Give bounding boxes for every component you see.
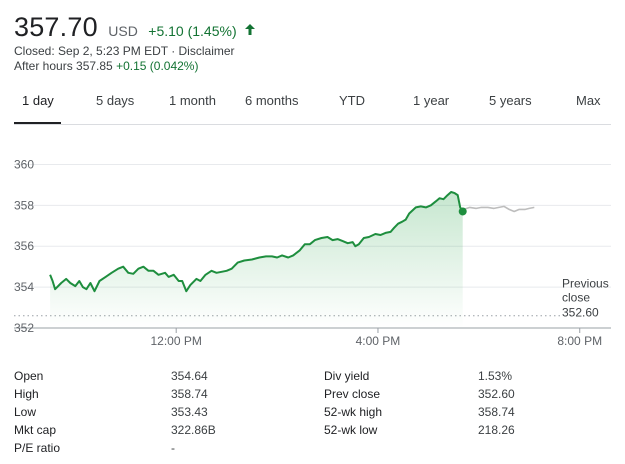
chart-labels: 352 354 356 358 360 12:00 PM 4:00 PM 8:00 PM Pre…	[14, 157, 609, 348]
quote-meta: Closed: Sep 2, 5:23 PM EDT · Disclaimer …	[14, 44, 235, 74]
price-chart[interactable]: 352 354 356 358 360 12:00 PM 4:00 PM 8:00 PM Pre…	[0, 140, 625, 355]
after-hours-line: After hours 357.85 +0.15 (0.042%)	[14, 59, 235, 74]
stat-value: 352.60	[478, 387, 515, 401]
tab-ytd[interactable]: YTD	[339, 93, 365, 108]
stat-label: 52-wk high	[324, 405, 383, 419]
x-tick-label: 8:00 PM	[557, 334, 602, 348]
stat-value: 322.86B	[171, 423, 216, 437]
x-tick-label: 12:00 PM	[151, 334, 202, 348]
y-tick-label: 358	[14, 198, 34, 212]
market-status: Closed: Sep 2, 5:23 PM EDT · Disclaimer	[14, 44, 235, 58]
previous-close-value: 352.60	[562, 306, 599, 320]
stat-label: P/E ratio	[14, 441, 61, 455]
stat-label: Open	[14, 369, 44, 383]
stock-price: 357.70	[14, 12, 98, 42]
stat-value: 218.26	[478, 423, 515, 437]
stat-label: Mkt cap	[14, 423, 57, 437]
tab-5-years[interactable]: 5 years	[489, 93, 532, 108]
price-change: +5.10 (1.45%)	[148, 23, 237, 39]
currency-label: USD	[108, 23, 138, 39]
stat-value: -	[171, 441, 175, 455]
stat-value: 358.74	[478, 405, 515, 419]
arrow-up-icon	[245, 22, 256, 40]
previous-close-label: close	[562, 291, 590, 305]
x-tick-label: 4:00 PM	[356, 334, 401, 348]
stat-label: Low	[14, 405, 37, 419]
series-area-fill	[50, 192, 463, 328]
active-tab-indicator	[14, 122, 61, 124]
stat-value: 354.64	[171, 369, 208, 383]
stat-value: 353.43	[171, 405, 208, 419]
tab-1-month[interactable]: 1 month	[169, 93, 216, 108]
after-hours-line	[463, 205, 535, 213]
after-hours-change: +0.15 (0.042%)	[116, 59, 199, 73]
stat-value: 1.53%	[478, 369, 513, 383]
chart-series	[49, 191, 535, 328]
stat-label: 52-wk low	[324, 423, 378, 437]
tabs-divider	[14, 124, 611, 125]
previous-close-label: Previous	[562, 277, 609, 291]
tab-6-months[interactable]: 6 months	[245, 93, 299, 108]
stat-value: 358.74	[171, 387, 208, 401]
y-tick-label: 352	[14, 321, 34, 335]
stat-label: Div yield	[324, 369, 370, 383]
regular-session-line	[49, 191, 464, 293]
y-tick-label: 360	[14, 157, 34, 171]
tab-1-year[interactable]: 1 year	[413, 93, 450, 108]
quote-header: 357.70 USD +5.10 (1.45%)	[14, 12, 256, 43]
tab-5-days[interactable]: 5 days	[96, 93, 135, 108]
stat-label: Prev close	[324, 387, 381, 401]
y-tick-label: 354	[14, 280, 34, 294]
y-tick-label: 356	[14, 239, 34, 253]
stat-label: High	[14, 387, 39, 401]
tab-max[interactable]: Max	[576, 93, 601, 108]
current-price-dot	[458, 207, 467, 216]
after-hours-price: After hours 357.85	[14, 59, 113, 73]
time-range-tabs: 1 day 5 days 1 month 6 months YTD 1 year…	[0, 86, 625, 124]
tab-1-day[interactable]: 1 day	[22, 93, 54, 108]
